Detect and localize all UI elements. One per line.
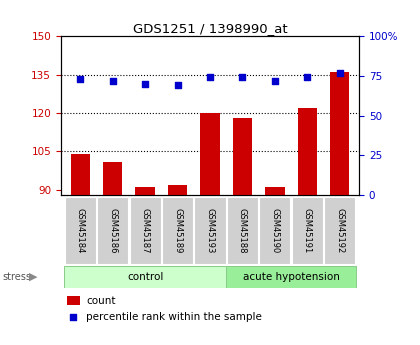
Text: GSM45184: GSM45184 — [76, 208, 85, 253]
Point — [109, 78, 116, 83]
Bar — [71, 154, 90, 195]
Text: percentile rank within the sample: percentile rank within the sample — [86, 312, 262, 322]
Bar — [297, 108, 317, 195]
Bar — [97, 197, 129, 264]
Bar — [233, 118, 252, 195]
Point — [142, 81, 149, 87]
Text: ▶: ▶ — [29, 272, 37, 282]
Text: GSM45188: GSM45188 — [238, 208, 247, 253]
Point — [336, 70, 343, 76]
Bar — [136, 187, 155, 195]
Bar — [324, 197, 355, 264]
Bar — [226, 266, 356, 288]
Text: GSM45192: GSM45192 — [335, 208, 344, 253]
Point — [207, 75, 213, 80]
Point — [239, 75, 246, 80]
Bar — [330, 72, 349, 195]
Bar — [65, 197, 96, 264]
Bar — [64, 266, 226, 288]
Bar — [265, 187, 285, 195]
Bar — [162, 197, 193, 264]
Text: acute hypotension: acute hypotension — [243, 272, 339, 282]
Text: GSM45193: GSM45193 — [205, 208, 215, 253]
Title: GDS1251 / 1398990_at: GDS1251 / 1398990_at — [133, 22, 287, 35]
Bar — [130, 197, 161, 264]
Bar — [259, 197, 290, 264]
Text: GSM45187: GSM45187 — [141, 208, 150, 253]
Point — [304, 75, 311, 80]
Bar — [194, 197, 226, 264]
Bar — [291, 197, 323, 264]
Text: GSM45189: GSM45189 — [173, 208, 182, 253]
Bar — [168, 185, 187, 195]
Point — [174, 83, 181, 88]
Point — [70, 314, 77, 320]
Bar — [227, 197, 258, 264]
Point — [77, 76, 84, 82]
Text: GSM45191: GSM45191 — [303, 208, 312, 253]
Text: control: control — [127, 272, 163, 282]
Text: GSM45190: GSM45190 — [270, 208, 279, 253]
Text: stress: stress — [2, 272, 31, 282]
Text: count: count — [86, 296, 116, 306]
Bar — [200, 113, 220, 195]
Point — [271, 78, 278, 83]
Bar — [67, 296, 80, 305]
Text: GSM45186: GSM45186 — [108, 208, 117, 253]
Bar — [103, 162, 123, 195]
